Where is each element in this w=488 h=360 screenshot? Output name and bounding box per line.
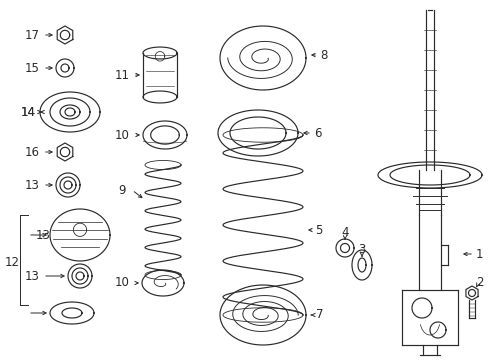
- Text: 13: 13: [24, 270, 40, 283]
- Text: 9: 9: [118, 184, 125, 197]
- Text: 6: 6: [313, 126, 321, 140]
- Text: 2: 2: [475, 275, 483, 288]
- Text: 13: 13: [36, 229, 51, 242]
- Text: 15: 15: [24, 62, 40, 75]
- Text: 4: 4: [341, 225, 348, 239]
- Text: 3: 3: [358, 243, 365, 256]
- Text: 16: 16: [24, 145, 40, 158]
- Text: 11: 11: [114, 68, 129, 81]
- Text: 17: 17: [24, 28, 40, 41]
- Text: 1: 1: [474, 248, 482, 261]
- Text: 14: 14: [20, 105, 36, 118]
- Text: 8: 8: [319, 49, 326, 62]
- Text: 10: 10: [114, 129, 129, 141]
- Text: 12: 12: [4, 256, 20, 269]
- Text: 10: 10: [114, 276, 129, 289]
- Text: 13: 13: [24, 179, 40, 192]
- Text: 5: 5: [314, 224, 322, 237]
- Text: 14: 14: [20, 105, 36, 118]
- Text: 7: 7: [315, 309, 323, 321]
